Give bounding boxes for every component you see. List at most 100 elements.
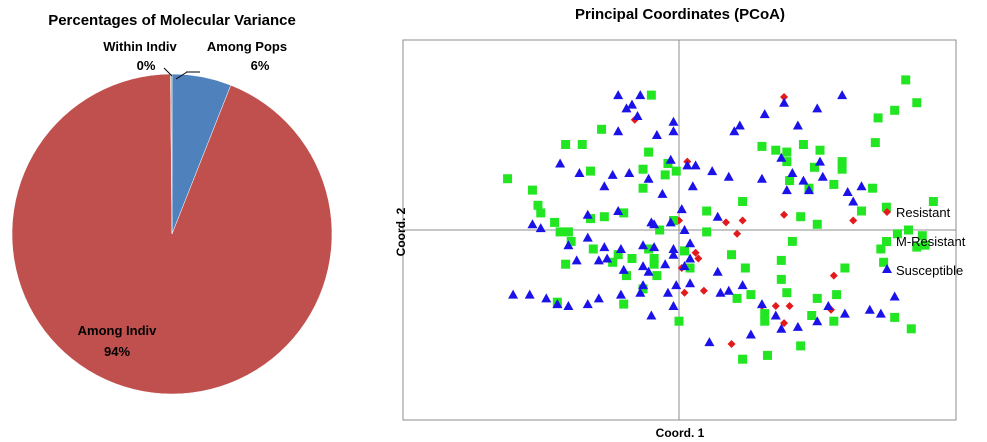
point-susceptible: [582, 299, 593, 309]
point-susceptible: [668, 126, 679, 136]
point-m-resistant: [503, 174, 513, 184]
point-susceptible: [679, 225, 690, 234]
point-m-resistant: [876, 244, 886, 254]
legend-marker-susceptible: [882, 264, 892, 273]
point-m-resistant: [597, 124, 607, 134]
point-m-resistant: [890, 312, 900, 322]
point-resistant: [785, 302, 794, 310]
x-axis-label: Coord. 1: [656, 426, 705, 440]
point-susceptible: [889, 291, 900, 301]
point-susceptible: [643, 173, 654, 183]
point-susceptible: [756, 173, 767, 183]
point-m-resistant: [903, 225, 913, 235]
point-susceptible: [626, 99, 637, 109]
point-susceptible: [571, 255, 582, 265]
point-susceptible: [779, 97, 790, 107]
point-resistant: [780, 93, 789, 101]
point-m-resistant: [536, 208, 546, 218]
point-susceptible: [812, 103, 823, 113]
point-m-resistant: [809, 162, 819, 172]
pie-label-among-pops: Among Pops: [207, 39, 287, 54]
pie-percent-within-indiv: 0%: [137, 58, 156, 73]
point-susceptible: [815, 156, 826, 166]
point-m-resistant: [627, 254, 637, 263]
point-susceptible: [632, 111, 643, 120]
legend-label-m-resistant: M-Resistant: [896, 234, 966, 249]
point-m-resistant: [555, 227, 565, 237]
point-susceptible: [690, 160, 701, 170]
point-susceptible: [599, 242, 610, 252]
point-susceptible: [685, 278, 696, 288]
point-susceptible: [787, 168, 798, 177]
point-susceptible: [524, 289, 535, 299]
point-resistant: [829, 271, 838, 280]
point-m-resistant: [782, 288, 792, 298]
point-m-resistant: [599, 212, 609, 222]
point-m-resistant: [873, 113, 883, 123]
point-susceptible: [593, 255, 604, 265]
pie-chart: Percentages of Molecular Variance Within…: [11, 12, 333, 395]
point-susceptible: [837, 90, 848, 100]
point-resistant: [733, 229, 742, 238]
point-m-resistant: [890, 105, 900, 115]
within-indiv-leader: [163, 67, 173, 77]
pie-percent-among-indiv: 94%: [104, 344, 130, 359]
point-m-resistant: [561, 140, 571, 149]
point-susceptible: [723, 285, 734, 295]
point-m-resistant: [738, 197, 748, 206]
point-susceptible: [756, 299, 767, 309]
point-m-resistant: [685, 263, 695, 273]
point-m-resistant: [638, 183, 648, 193]
point-m-resistant: [671, 166, 681, 176]
point-susceptible: [668, 244, 679, 253]
point-m-resistant: [812, 293, 822, 303]
point-m-resistant: [702, 227, 712, 237]
point-susceptible: [704, 337, 715, 347]
point-susceptible: [848, 196, 859, 206]
point-susceptible: [660, 259, 671, 269]
point-susceptible: [563, 240, 574, 250]
point-m-resistant: [566, 236, 576, 246]
point-m-resistant: [646, 90, 656, 100]
point-m-resistant: [644, 244, 654, 254]
point-susceptible: [668, 116, 679, 126]
point-susceptible: [817, 171, 828, 181]
point-resistant: [780, 210, 789, 219]
point-m-resistant: [680, 246, 690, 256]
point-m-resistant: [782, 147, 792, 157]
point-m-resistant: [527, 185, 537, 195]
point-susceptible: [715, 287, 726, 297]
point-m-resistant: [563, 227, 573, 237]
point-m-resistant: [762, 350, 772, 360]
point-m-resistant: [649, 254, 659, 263]
point-susceptible: [682, 160, 693, 170]
point-m-resistant: [550, 217, 560, 227]
point-susceptible: [737, 280, 748, 290]
point-resistant: [727, 340, 736, 348]
point-susceptible: [668, 301, 679, 310]
point-susceptible: [875, 308, 886, 318]
point-resistant: [694, 254, 703, 263]
pcoa-chart: Principal Coordinates (PCoA) Coord. 1 Co…: [394, 6, 966, 440]
point-m-resistant: [771, 145, 781, 155]
point-m-resistant: [644, 147, 654, 157]
point-susceptible: [745, 329, 756, 339]
point-m-resistant: [920, 240, 930, 250]
point-susceptible: [776, 323, 787, 333]
point-susceptible: [618, 264, 629, 274]
point-m-resistant: [868, 183, 878, 193]
point-m-resistant: [757, 141, 767, 151]
point-m-resistant: [870, 138, 880, 148]
point-resistant: [780, 319, 789, 328]
point-m-resistant: [812, 219, 822, 229]
legend-marker-resistant: [883, 208, 891, 216]
point-m-resistant: [613, 250, 623, 260]
point-resistant: [680, 288, 689, 297]
point-m-resistant: [912, 242, 922, 252]
point-m-resistant: [796, 212, 806, 222]
point-m-resistant: [732, 293, 742, 303]
point-susceptible: [668, 249, 679, 259]
point-susceptible: [643, 266, 654, 276]
